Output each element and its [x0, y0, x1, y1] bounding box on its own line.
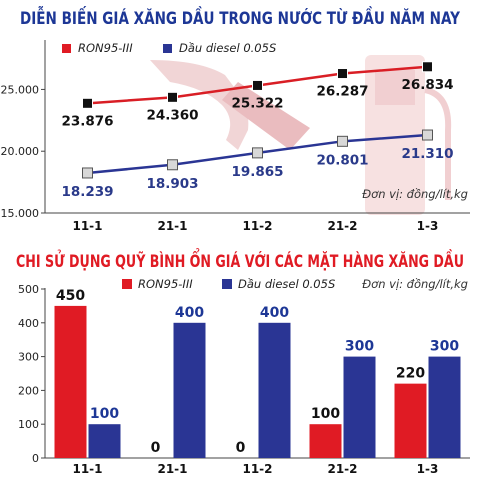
- bar-y-tick-label: 200: [18, 384, 39, 397]
- line-y-tick-label: 15.000: [1, 207, 40, 220]
- bar-data-label-ron95: 0: [151, 440, 161, 456]
- bar-chart-title: CHI SỬ DỤNG QUỸ BÌNH ỔN GIÁ VỚI CÁC MẶT …: [16, 247, 464, 272]
- line-point-diesel: [167, 159, 178, 171]
- bar-legend-label-ron95: RON95-III: [138, 277, 193, 291]
- line-data-label-diesel: 20.801: [316, 152, 368, 168]
- line-point-ron95: [167, 91, 178, 103]
- line-data-label-diesel: 21.310: [401, 146, 453, 162]
- bar-data-label-diesel: 300: [345, 339, 374, 355]
- bar-ron95: [54, 305, 87, 458]
- line-x-ticks: 11-1 21-1 11-2 21-2 1-3: [72, 219, 438, 233]
- line-data-label-diesel: 18.903: [146, 176, 198, 192]
- line-point-ron95: [422, 61, 433, 73]
- line-legend: RON95-III Dầu diesel 0.05S: [62, 41, 276, 55]
- line-x-tick-label: 21-1: [157, 219, 187, 233]
- bar-data-label-ron95: 100: [311, 406, 340, 422]
- line-chart: DIỄN BIẾN GIÁ XĂNG DẦU TRONG NƯỚC TỪ ĐẦU…: [1, 4, 470, 233]
- bar-chart: CHI SỬ DỤNG QUỸ BÌNH ỔN GIÁ VỚI CÁC MẶT …: [16, 247, 470, 476]
- bar-x-ticks: 11-1 21-1 11-2 21-2 1-3: [72, 462, 438, 476]
- line-point-ron95: [82, 97, 93, 109]
- legend-swatch-diesel: [163, 44, 172, 53]
- fuel-pump-illustration: [150, 55, 452, 215]
- line-data-label-ron95: 24.360: [146, 107, 198, 123]
- bar-series-group: 450 100 0 400 0 400 100 300 220 300: [54, 288, 461, 458]
- line-x-tick-label: 1-3: [417, 219, 439, 233]
- bar-y-ticks: 0 100 200 300 400 500: [18, 283, 45, 465]
- line-unit-note: Đơn vị: đồng/lít,kg: [362, 187, 468, 201]
- bar-legend: RON95-III Dầu diesel 0.05S: [122, 277, 335, 291]
- bar-data-label-diesel: 300: [430, 339, 459, 355]
- line-data-label-diesel: 19.865: [231, 164, 283, 180]
- line-data-label-ron95: 23.876: [61, 113, 113, 129]
- bar-diesel: [428, 356, 461, 458]
- legend-label-ron95: RON95-III: [78, 41, 133, 55]
- bar-diesel: [173, 322, 206, 458]
- line-point-diesel: [82, 167, 93, 179]
- bar-diesel: [258, 322, 291, 458]
- bar-x-tick-label: 11-2: [242, 462, 272, 476]
- line-point-ron95: [337, 68, 348, 80]
- line-chart-title: DIỄN BIẾN GIÁ XĂNG DẦU TRONG NƯỚC TỪ ĐẦU…: [20, 4, 461, 29]
- legend-swatch-ron95: [62, 44, 71, 53]
- bar-legend-swatch-ron95: [122, 279, 132, 289]
- bar-x-tick-label: 11-1: [72, 462, 102, 476]
- bar-y-tick-label: 300: [18, 351, 39, 364]
- bar-x-tick-label: 21-2: [327, 462, 357, 476]
- bar-y-tick-label: 0: [32, 452, 39, 465]
- line-point-diesel: [337, 135, 348, 147]
- line-y-tick-label: 20.000: [1, 145, 40, 158]
- bar-legend-swatch-diesel: [222, 279, 232, 289]
- line-point-diesel: [422, 129, 433, 141]
- bar-data-label-ron95: 0: [236, 440, 246, 456]
- bar-y-tick-label: 400: [18, 317, 39, 330]
- line-y-ticks: 15.000 20.000 25.000: [1, 83, 45, 220]
- line-x-tick-label: 11-1: [72, 219, 102, 233]
- line-y-tick-label: 25.000: [1, 83, 40, 96]
- bar-data-label-ron95: 220: [396, 366, 425, 382]
- line-data-label-diesel: 18.239: [61, 184, 113, 200]
- line-data-label-ron95: 26.834: [401, 77, 453, 93]
- bar-x-tick-label: 1-3: [417, 462, 439, 476]
- bar-data-label-ron95: 450: [56, 288, 85, 304]
- line-x-tick-label: 21-2: [327, 219, 357, 233]
- line-data-label-ron95: 25.322: [231, 95, 283, 111]
- line-x-tick-label: 11-2: [242, 219, 272, 233]
- bar-legend-label-diesel: Dầu diesel 0.05S: [238, 277, 335, 291]
- bar-diesel: [88, 424, 121, 458]
- bar-y-tick-label: 500: [18, 283, 39, 296]
- legend-label-diesel: Dầu diesel 0.05S: [179, 41, 276, 55]
- bar-y-tick-label: 100: [18, 418, 39, 431]
- line-point-ron95: [252, 79, 263, 91]
- bar-unit-note: Đơn vị: đồng/lít,kg: [362, 277, 468, 291]
- bar-data-label-diesel: 100: [90, 406, 119, 422]
- line-data-label-ron95: 26.287: [316, 84, 368, 100]
- bar-data-label-diesel: 400: [175, 305, 204, 321]
- bar-diesel: [343, 356, 376, 458]
- bar-ron95: [309, 424, 342, 458]
- line-series-group: 23.876 24.360 25.322 26.287 26.834 18.239 18.9…: [61, 61, 454, 200]
- bar-x-tick-label: 21-1: [157, 462, 187, 476]
- line-point-diesel: [252, 147, 263, 159]
- bar-ron95: [394, 383, 427, 458]
- bar-data-label-diesel: 400: [260, 305, 289, 321]
